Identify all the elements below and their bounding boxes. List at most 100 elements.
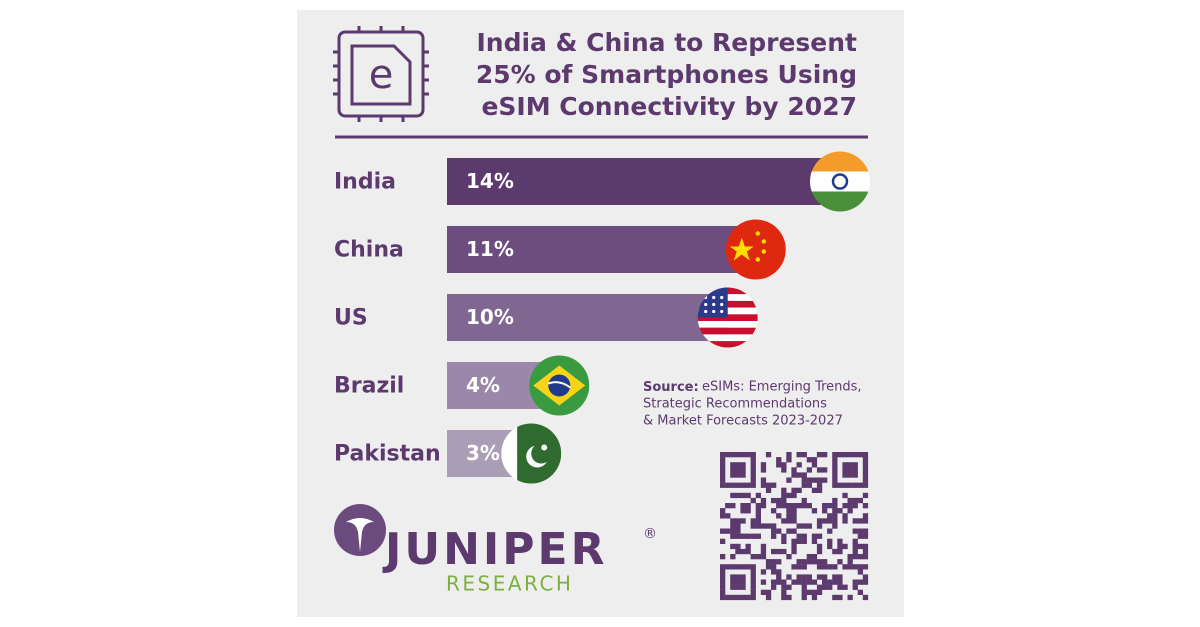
qr-cell (811, 594, 818, 601)
flag-part (761, 249, 766, 254)
flag (529, 355, 590, 416)
qr-cell (781, 497, 787, 504)
qr-cell (781, 467, 787, 473)
qr-cell (781, 503, 787, 509)
qr-cell (786, 513, 792, 519)
qr-cell (720, 477, 726, 483)
qr-cell (735, 462, 741, 468)
qr-cell (816, 487, 823, 493)
qr-cell (771, 564, 777, 570)
qr-cell (801, 538, 807, 544)
flag-part (755, 231, 760, 236)
qr-cell (857, 452, 863, 458)
qr-cell (771, 482, 777, 488)
qr-cell (720, 554, 726, 560)
qr-cell (806, 554, 812, 560)
qr-cell (735, 564, 741, 570)
qr-cell (862, 452, 869, 458)
brand: JUNIPER (382, 524, 607, 575)
chart-title: eSIM Connectivity by 2027 (481, 92, 857, 121)
qr-cell (822, 503, 828, 509)
category-label: Pakistan (334, 442, 441, 467)
qr-cell (832, 523, 838, 529)
qr-cell (765, 523, 772, 529)
qr-cell (760, 467, 767, 473)
qr-cell (750, 518, 756, 524)
qr-cell (720, 467, 726, 473)
qr-cell (862, 503, 869, 509)
flag-part (729, 237, 754, 261)
qr-cell (862, 467, 869, 473)
qr-cell (796, 564, 802, 570)
qr-cell (760, 477, 767, 483)
flag-part (541, 444, 548, 451)
qr-cell (862, 457, 869, 463)
qr-cell (735, 523, 741, 529)
qr-cell (837, 508, 843, 514)
flag-part (712, 309, 716, 314)
qr-cell (760, 523, 767, 529)
qr-cell (832, 508, 838, 514)
qr-cell (816, 477, 823, 483)
qr-cell (791, 472, 797, 478)
qr-cell (847, 452, 853, 458)
qr-cell (740, 452, 746, 458)
qr-cell (765, 589, 772, 595)
qr-cell (735, 543, 741, 550)
qr-cell (796, 538, 802, 544)
flag (697, 287, 758, 348)
qr-cell (852, 462, 858, 468)
flag-part (810, 171, 870, 192)
qr-cell (781, 487, 787, 493)
qr-cell (796, 533, 802, 539)
source-text: eSIMs: Emerging Trends, (702, 380, 862, 395)
qr-cell (862, 462, 869, 468)
qr-cell (725, 513, 731, 519)
qr-cell (791, 467, 797, 473)
qr-cell (776, 457, 782, 463)
flag-part (720, 309, 724, 314)
qr-cell (837, 452, 843, 458)
qr-cell (720, 513, 726, 519)
qr-cell (822, 584, 828, 590)
qr-cell (781, 548, 787, 555)
qr-cell (806, 579, 812, 585)
qr-cell (781, 589, 787, 595)
qr-cell (857, 528, 863, 534)
qr-cell (827, 543, 833, 550)
qr-cell (847, 462, 853, 468)
qr-cell (832, 462, 838, 468)
svg-text:e: e (369, 52, 394, 98)
qr-cell (832, 574, 838, 580)
qr-cell (796, 462, 802, 468)
qr-cell (862, 472, 869, 478)
value-label: 11% (466, 237, 514, 261)
qr-cell (786, 508, 792, 514)
qr-cell (745, 533, 751, 539)
qr-cell (791, 548, 797, 555)
qr-cell (842, 472, 848, 478)
qr-cell (730, 564, 736, 570)
qr-cell (791, 538, 797, 544)
qr-cell (776, 513, 782, 519)
qr-cell (837, 543, 843, 550)
flag-part (810, 151, 870, 172)
qr-cell (755, 523, 761, 529)
category-label: US (334, 306, 368, 331)
qr-cell (740, 584, 746, 590)
qr-cell (720, 538, 726, 544)
qr-cell (832, 564, 838, 570)
qr-cell (847, 503, 853, 509)
qr-cell (760, 579, 767, 585)
qr-cell (760, 554, 767, 560)
qr-cell (832, 548, 838, 555)
qr-cell (852, 467, 858, 473)
qr-cell (852, 452, 858, 458)
qr-cell (862, 482, 869, 488)
qr-cell (842, 584, 848, 590)
qr-cell (832, 513, 838, 519)
qr-cell (837, 548, 843, 555)
qr-cell (735, 584, 741, 590)
qr-cell (765, 482, 772, 488)
